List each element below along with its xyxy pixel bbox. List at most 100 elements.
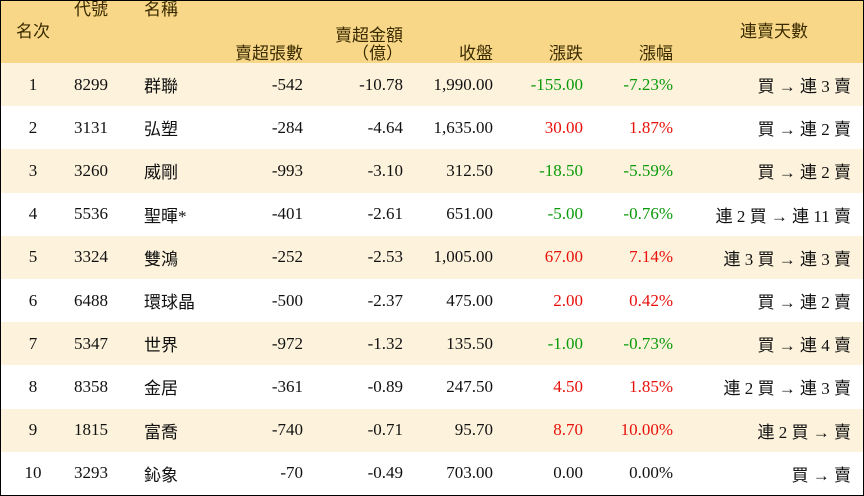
table-cell: 4 — [28, 204, 38, 224]
table-cell: 4.50 — [553, 376, 583, 396]
header-cell: 名稱 — [144, 1, 211, 63]
table-cell: 連 2 買 → 連 3 賣 — [723, 379, 852, 399]
header-text: （億） — [352, 44, 403, 63]
table-cell: 鈊象 — [144, 465, 178, 485]
table-cell: 聖暉* — [144, 206, 187, 226]
table-cell: 1 — [28, 74, 38, 94]
header-cell: 連賣天數 — [691, 1, 857, 63]
table-cell: 雙鴻 — [144, 249, 178, 269]
table-cell: 富喬 — [144, 422, 178, 442]
header-text: 漲跌 — [549, 44, 583, 63]
table-cell: -10.78 — [359, 74, 403, 94]
table-cell: -3.10 — [367, 160, 403, 180]
header-text: 連賣天數 — [740, 22, 808, 41]
table-cell: 5 — [28, 247, 38, 267]
table-cell: -0.89 — [367, 376, 403, 396]
table-cell: 0.00% — [629, 463, 673, 483]
table-cell: -0.73% — [623, 333, 673, 353]
header-cell: 收盤 — [411, 1, 493, 63]
table-cell: 1815 — [74, 420, 108, 440]
table-cell: 8358 — [74, 376, 108, 396]
table-cell: 3 — [28, 160, 38, 180]
table-row: 10 3293 鈊象 -70 -0.49 703.00 0.00 0.00% 買 → 賣 — [1, 452, 863, 495]
header-cell: 名次 — [1, 1, 65, 63]
table-cell: 0.00 — [553, 463, 583, 483]
header-text: 代號 — [74, 0, 108, 19]
table-cell: 8 — [28, 376, 38, 396]
header-text: 漲幅 — [639, 44, 673, 63]
table-cell: -361 — [271, 376, 303, 396]
header-cell: 賣超金額 （億） — [311, 1, 403, 63]
table-cell: 9 — [28, 420, 38, 440]
table-cell: 3260 — [74, 160, 108, 180]
table-cell: 買 → 連 2 賣 — [757, 120, 852, 140]
table-cell: 威剛 — [144, 163, 178, 183]
table-cell: -1.00 — [547, 333, 583, 353]
table-row: 9 1815 富喬 -740 -0.71 95.70 8.70 10.00% 連 2 買 → 賣 — [1, 408, 863, 452]
table-cell: -1.32 — [367, 333, 403, 353]
table-cell: 弘塑 — [144, 120, 178, 140]
table-cell: 2.00 — [553, 290, 583, 310]
table-cell: -4.64 — [367, 117, 403, 137]
table-cell: -0.49 — [367, 463, 403, 483]
table-cell: -993 — [271, 160, 303, 180]
table-row: 5 3324 雙鴻 -252 -2.53 1,005.00 67.00 7.14% 連 3 買 … — [1, 235, 863, 279]
table-cell: -0.76% — [623, 204, 673, 224]
table-cell: 95.70 — [454, 420, 493, 440]
table-cell: 世界 — [144, 336, 178, 356]
table-cell: 7.14% — [629, 247, 673, 267]
table-cell: 群聯 — [144, 77, 178, 97]
table-cell: -740 — [271, 420, 303, 440]
header-text: 賣超金額 — [335, 26, 403, 45]
table-cell: 買 → 連 2 賣 — [757, 163, 852, 183]
table-cell: 2 — [28, 117, 38, 137]
table-row: 6 6488 環球晶 -500 -2.37 475.00 2.00 0.42% 買 → 連 2 … — [1, 279, 863, 322]
table-cell: -155.00 — [530, 74, 583, 94]
header-cell: 漲跌 — [501, 1, 583, 63]
table-cell: 8.70 — [553, 420, 583, 440]
table-cell: 1,990.00 — [433, 74, 494, 94]
table-cell: 5347 — [74, 333, 108, 353]
table-cell: 30.00 — [544, 117, 583, 137]
table-cell: -0.71 — [367, 420, 403, 440]
table-cell: 135.50 — [446, 333, 493, 353]
table-cell: 1.85% — [629, 376, 673, 396]
table-cell: -972 — [271, 333, 303, 353]
table-cell: 買 → 連 3 賣 — [757, 77, 852, 97]
table-cell: -2.61 — [367, 204, 403, 224]
table-cell: 環球晶 — [144, 293, 195, 313]
table-row: 1 8299 群聯 -542 -10.78 1,990.00 -155.00 -7.23% 買 … — [1, 63, 863, 107]
table-cell: 651.00 — [446, 204, 493, 224]
table-cell: -5.59% — [623, 160, 673, 180]
table-cell: -18.50 — [539, 160, 583, 180]
table-cell: 連 2 買 → 賣 — [757, 422, 852, 442]
header-text: 名稱 — [144, 0, 178, 19]
table-cell: 67.00 — [544, 247, 583, 267]
table-cell: 703.00 — [446, 463, 493, 483]
table-row: 4 5536 聖暉* -401 -2.61 651.00 -5.00 -0.76% 連 2 買 … — [1, 193, 863, 236]
table-cell: 買 → 連 4 賣 — [757, 336, 852, 356]
table-cell: -252 — [271, 247, 303, 267]
table-cell: 247.50 — [446, 376, 493, 396]
header-text: 收盤 — [459, 44, 493, 63]
table-cell: 1,635.00 — [433, 117, 494, 137]
table-cell: 475.00 — [446, 290, 493, 310]
header-cell: 代號 — [74, 1, 129, 63]
table-cell: -2.37 — [367, 290, 403, 310]
table-cell: 10 — [24, 463, 42, 483]
table-cell: 3293 — [74, 463, 108, 483]
header-cell: 賣超張數 — [211, 1, 303, 63]
table-row: 3 3260 威剛 -993 -3.10 312.50 -18.50 -5.59% 買 → 連 … — [1, 149, 863, 193]
table-cell: -5.00 — [547, 204, 583, 224]
table-cell: -2.53 — [367, 247, 403, 267]
table-cell: -70 — [280, 463, 303, 483]
table-cell: 7 — [28, 333, 38, 353]
table-cell: 6 — [28, 290, 38, 310]
table-cell: -542 — [271, 74, 303, 94]
table-cell: -500 — [271, 290, 303, 310]
table-cell: 3324 — [74, 247, 108, 267]
header-text: 名次 — [16, 22, 50, 41]
table-cell: -401 — [271, 204, 303, 224]
table-cell: 1.87% — [629, 117, 673, 137]
